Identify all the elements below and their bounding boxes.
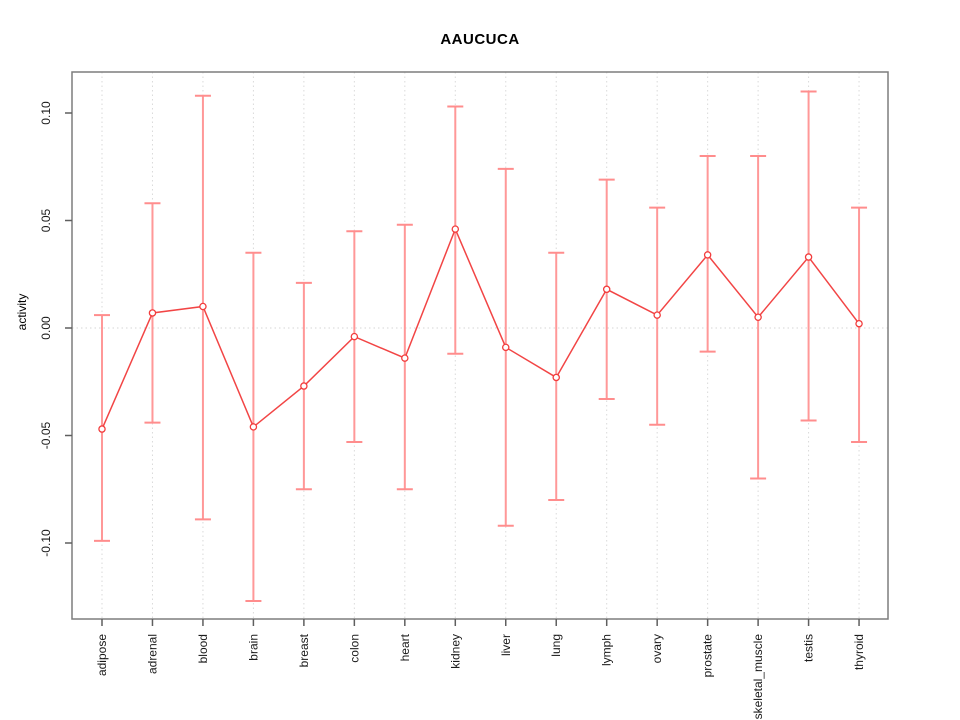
data-point xyxy=(602,285,611,294)
x-tick-label: colon xyxy=(347,634,361,663)
data-point xyxy=(98,425,106,433)
x-tick-label: testis xyxy=(802,634,816,662)
data-point xyxy=(804,253,813,261)
series-line xyxy=(101,227,860,430)
x-tick-label: adipose xyxy=(95,634,109,676)
data-point xyxy=(249,423,258,431)
x-tick-label: adrenal xyxy=(145,634,159,674)
x-tick-label: brain xyxy=(246,634,260,661)
y-tick-label: -0.10 xyxy=(39,529,53,557)
x-tick-label: thyroid xyxy=(852,634,866,670)
x-tick-label: blood xyxy=(196,634,210,663)
x-tick-label: breast xyxy=(297,633,311,667)
x-tick-label: lung xyxy=(549,634,563,657)
y-tick-label: 0.00 xyxy=(39,316,53,340)
x-tick-label: kidney xyxy=(448,634,462,669)
y-tick-label: 0.10 xyxy=(39,101,53,125)
chart-title: AAUCUCA xyxy=(440,31,520,48)
data-point xyxy=(552,373,560,382)
data-point xyxy=(855,319,863,328)
data-point xyxy=(401,354,409,362)
plot-border xyxy=(71,71,889,620)
data-point xyxy=(754,313,762,321)
data-point xyxy=(199,302,207,311)
data-point xyxy=(148,309,157,317)
data-point xyxy=(502,343,510,352)
x-tick-label: ovary xyxy=(650,634,664,663)
data-point xyxy=(451,225,460,233)
data-point xyxy=(703,251,712,259)
y-tick-label: 0.05 xyxy=(39,208,53,232)
data-point xyxy=(300,382,308,390)
x-tick-label: liver xyxy=(499,634,513,656)
x-tick-label: lymph xyxy=(600,634,614,666)
data-point xyxy=(350,332,359,341)
x-tick-label: skeletal_muscle xyxy=(751,634,765,720)
x-tick-label: prostate xyxy=(701,634,715,678)
data-point xyxy=(653,311,661,319)
y-tick-label: -0.05 xyxy=(39,422,53,450)
x-tick-label: heart xyxy=(398,633,412,661)
